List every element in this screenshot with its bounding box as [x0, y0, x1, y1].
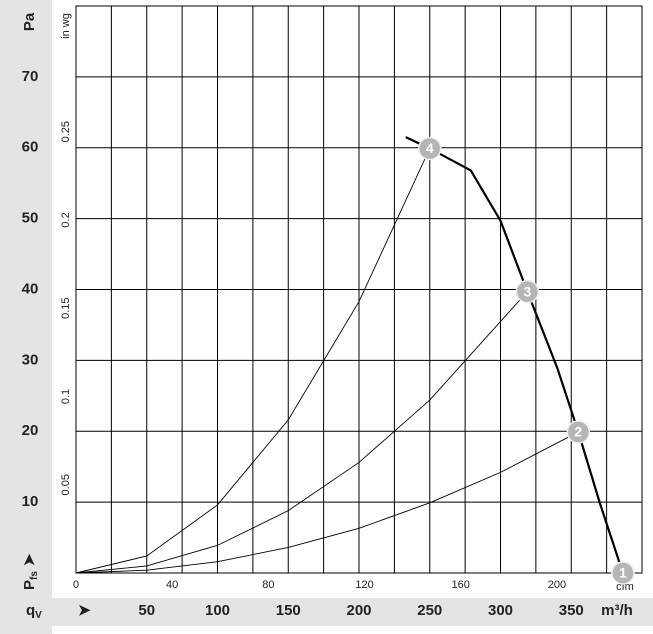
operating-point-label: 4: [426, 140, 434, 156]
y-tick-label: 30: [22, 351, 39, 368]
y-label: Pa: [21, 12, 38, 31]
y2-tick-label: 0.2: [60, 212, 72, 227]
x2-tick-label: 160: [452, 579, 470, 591]
x-tick-label: 350: [559, 602, 584, 619]
x2-tick-label: 40: [166, 579, 178, 591]
curve: [75, 291, 528, 574]
x-tick-label: 250: [417, 602, 442, 619]
y2-label: in wg: [60, 13, 72, 39]
y-symbol-sub: fs: [29, 571, 40, 580]
operating-point-label: 3: [523, 283, 531, 299]
x-tick-label: 50: [138, 602, 155, 619]
y-symbol-main: P: [21, 580, 38, 590]
x-label: m³/h: [601, 602, 633, 619]
y-tick-label: 60: [22, 139, 39, 156]
bottom-band: [0, 598, 653, 626]
y-tick-label: 70: [22, 68, 39, 85]
x-symbol-sub: V: [35, 610, 42, 621]
x-tick-label: 200: [346, 602, 371, 619]
operating-point: [418, 136, 442, 161]
x2-tick-label: 80: [262, 579, 274, 591]
y2-tick-label: 0.25: [60, 121, 72, 142]
x-symbol: qV: [26, 602, 42, 621]
x2-tick-label: 200: [548, 579, 566, 591]
operating-point: [566, 420, 591, 444]
y2-tick-label: 0.15: [60, 298, 72, 319]
y-tick-label: 20: [22, 422, 39, 439]
operating-point: [611, 561, 635, 585]
left-band: [0, 0, 52, 634]
y-tick-label: 50: [22, 210, 39, 227]
operating-point: [515, 279, 540, 304]
x-tick-label: 150: [276, 602, 301, 619]
x-symbol-main: q: [26, 602, 35, 619]
curve: [75, 431, 579, 574]
y2-tick-label: 0.05: [60, 474, 72, 495]
x-arrow: ➤: [78, 602, 91, 619]
y-arrow: ➤: [21, 553, 38, 566]
y2-tick-label: 0.1: [60, 389, 72, 404]
x-tick-label: 300: [488, 602, 513, 619]
y-tick-label: 40: [22, 280, 39, 297]
operating-point-label: 2: [574, 424, 582, 440]
y-tick-label: 10: [22, 493, 39, 510]
curve: [75, 148, 431, 574]
x2-tick-label: 120: [355, 579, 373, 591]
operating-point-label: 1: [619, 565, 627, 581]
x-tick-label: 100: [205, 602, 230, 619]
y-symbol: Pfs: [21, 571, 40, 590]
x2-tick-label: 0: [73, 579, 79, 591]
